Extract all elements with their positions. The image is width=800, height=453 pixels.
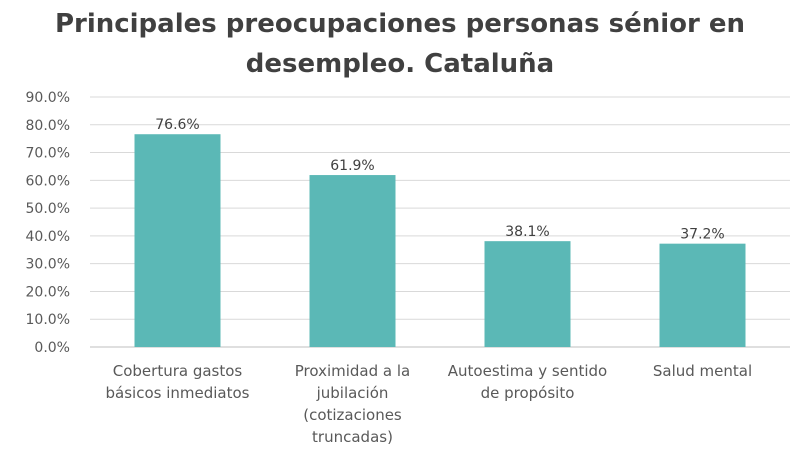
- data-label: 61.9%: [330, 158, 374, 174]
- y-tick-label: 50.0%: [26, 201, 70, 217]
- y-tick-label: 80.0%: [26, 118, 70, 134]
- y-tick-label: 30.0%: [26, 257, 70, 273]
- y-tick-label: 10.0%: [26, 312, 70, 328]
- y-tick-label: 20.0%: [26, 284, 70, 300]
- data-label: 38.1%: [505, 224, 549, 240]
- chart-title: Principales preocupaciones personas séni…: [54, 9, 746, 79]
- bar: [134, 134, 221, 347]
- x-tick-label: Proximidad a la jubilación (cotizaciones…: [294, 362, 411, 446]
- bar: [659, 243, 746, 347]
- x-tick-label: Autoestima y sentido de propósito: [447, 362, 608, 402]
- x-tick-label: Salud mental: [652, 362, 753, 380]
- y-tick-label: 0.0%: [34, 340, 70, 356]
- bar: [484, 241, 571, 347]
- y-tick-label: 40.0%: [26, 229, 70, 245]
- x-tick-label: Cobertura gastos básicos inmediatos: [105, 362, 250, 402]
- data-label: 37.2%: [680, 227, 724, 243]
- y-tick-label: 90.0%: [26, 90, 70, 106]
- bar: [309, 175, 396, 347]
- y-tick-label: 60.0%: [26, 173, 70, 189]
- y-tick-label: 70.0%: [26, 146, 70, 162]
- data-label: 76.6%: [155, 117, 199, 133]
